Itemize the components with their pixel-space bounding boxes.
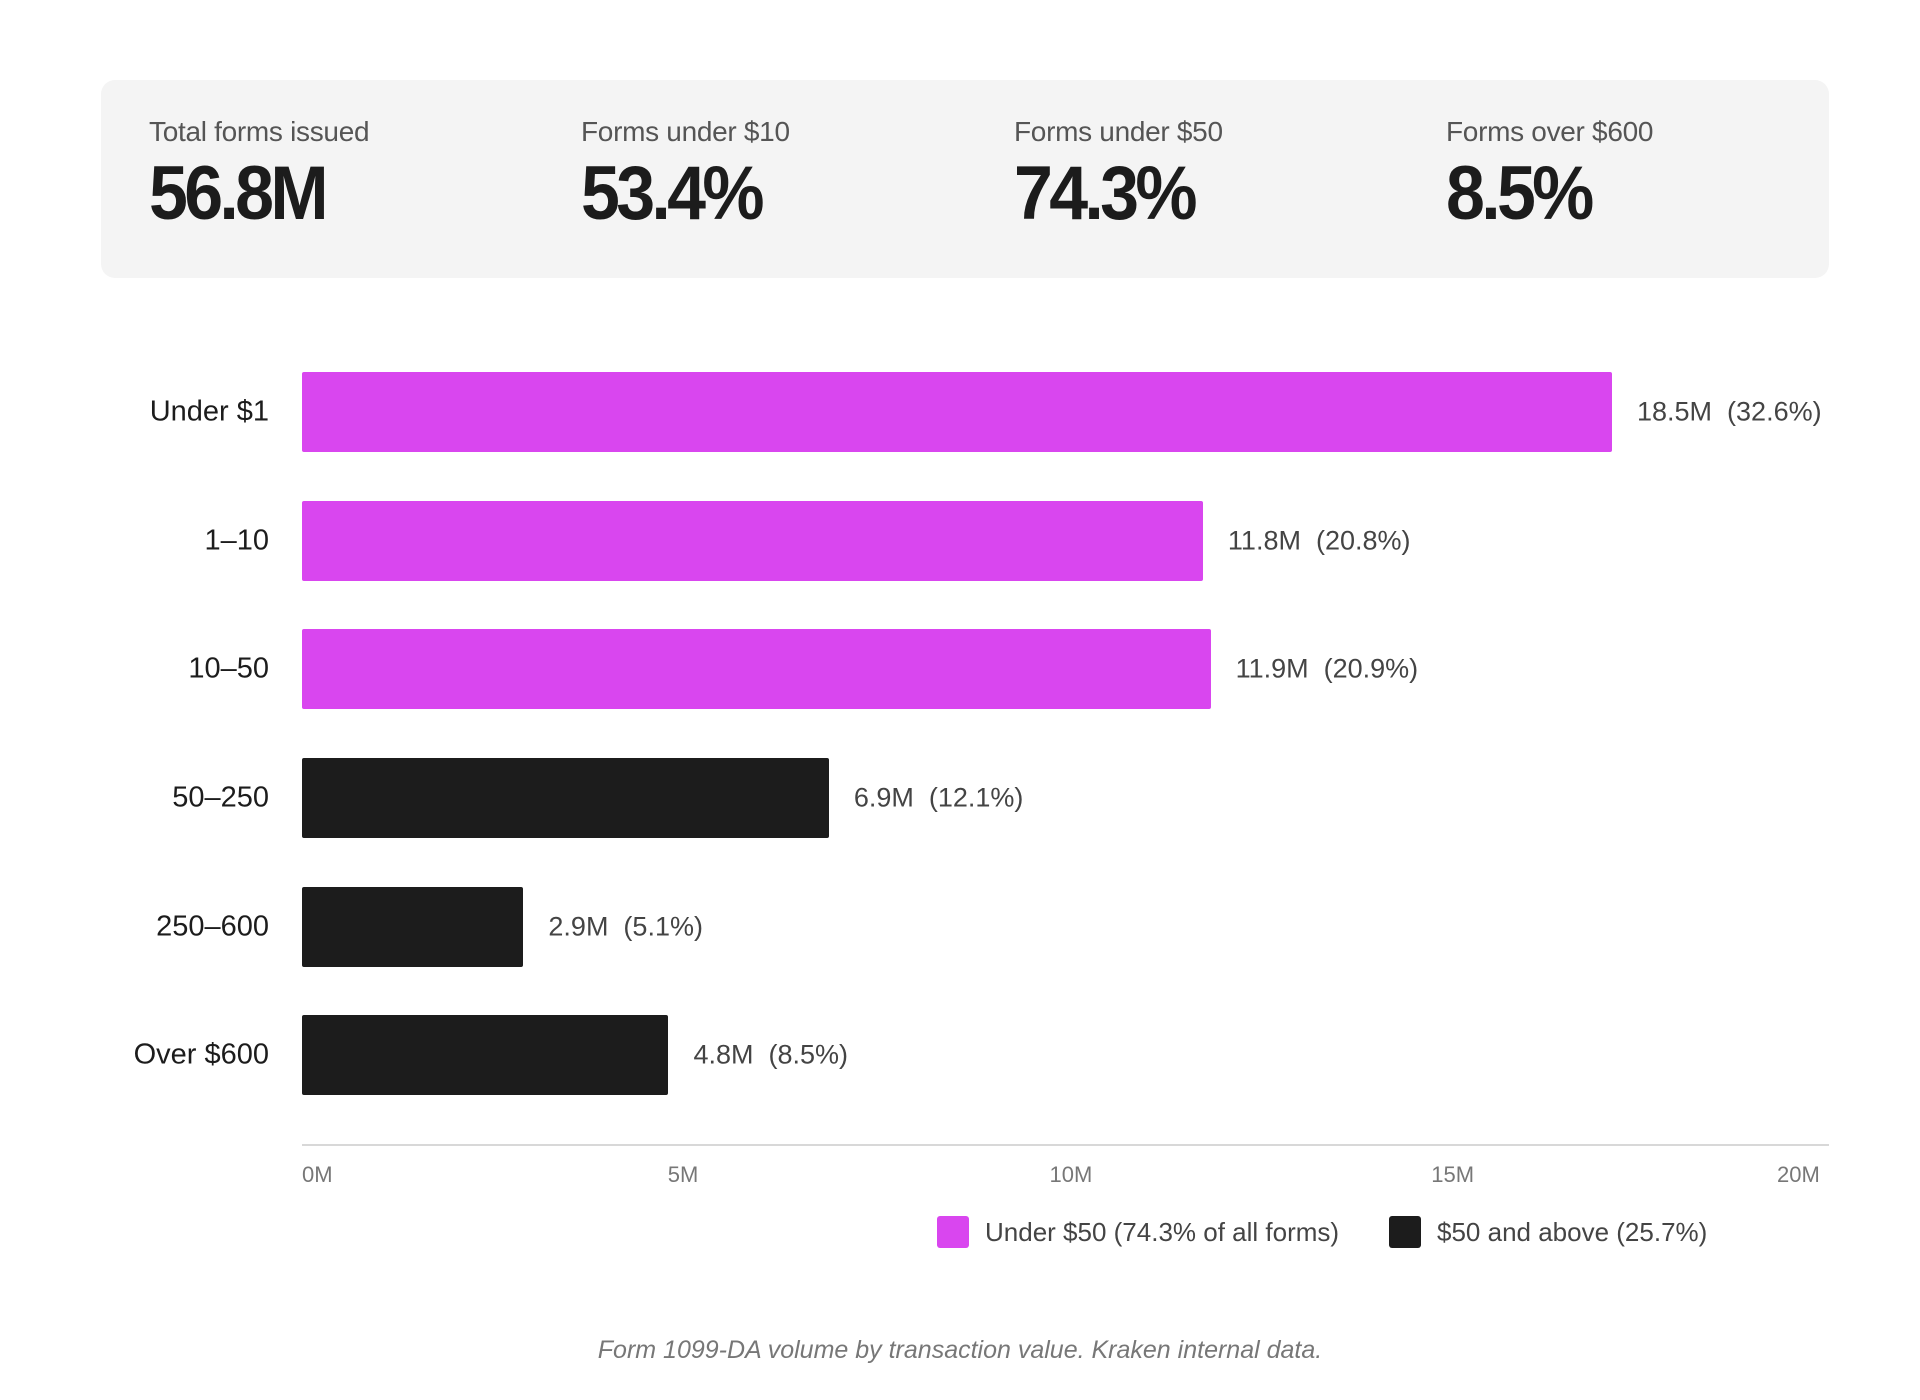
value-label: 6.9M (12.1%) — [853, 782, 1024, 813]
category-label: Over $600 — [133, 1038, 269, 1071]
x-tick-label: 10M — [1049, 1162, 1093, 1187]
x-tick-label: 20M — [1777, 1162, 1820, 1187]
stat-label: Forms under $10 — [581, 116, 790, 147]
x-tick-label: 15M — [1431, 1162, 1475, 1187]
stat-value: 56.8M — [149, 151, 329, 236]
value-label: 2.9M (5.1%) — [548, 911, 703, 942]
category-label: Under $1 — [149, 395, 269, 428]
bar-4 — [302, 758, 829, 838]
legend-swatch-over-50 — [1389, 1216, 1421, 1248]
bar-2 — [302, 501, 1203, 581]
category-label: 10–50 — [188, 652, 269, 685]
x-axis-line — [302, 1144, 1829, 1146]
stat-label: Forms under $50 — [1014, 116, 1223, 147]
stat-label: Total forms issued — [149, 116, 370, 147]
legend-label: Under $50 (74.3% of all forms) — [985, 1216, 1340, 1247]
x-tick-label: 5M — [667, 1162, 699, 1187]
stat-value: 53.4% — [581, 151, 765, 236]
legend-item-over-50: $50 and above (25.7%) — [1389, 1216, 1707, 1248]
legend-swatch-under-50 — [937, 1216, 969, 1248]
chart-caption: Form 1099-DA volume by transaction value… — [597, 1336, 1323, 1364]
x-tick-label: 0M — [302, 1162, 333, 1187]
legend-item-under-50: Under $50 (74.3% of all forms) — [937, 1216, 1339, 1248]
category-label: 50–250 — [172, 781, 269, 814]
bar-1 — [302, 372, 1612, 452]
value-label: 11.9M (20.9%) — [1235, 653, 1419, 684]
stat-under-50: Forms under $50 74.3% — [1014, 116, 1223, 236]
stat-over-600: Forms over $600 8.5% — [1446, 116, 1653, 236]
value-label: 4.8M (8.5%) — [693, 1039, 849, 1070]
value-label: 18.5M (32.6%) — [1637, 396, 1822, 427]
legend-label: $50 and above (25.7%) — [1437, 1216, 1708, 1247]
category-label: 1–10 — [204, 524, 269, 557]
bar-6 — [302, 1015, 669, 1095]
stats-card: Total forms issued 56.8M Forms under $10… — [101, 80, 1829, 278]
bar-5 — [302, 887, 524, 967]
stat-value: 74.3% — [1014, 151, 1198, 236]
stat-total-forms: Total forms issued 56.8M — [149, 116, 370, 236]
bar-3 — [302, 629, 1211, 709]
category-label: 250–600 — [156, 910, 269, 943]
stat-under-10: Forms under $10 53.4% — [581, 116, 790, 236]
value-label: 11.8M (20.8%) — [1227, 525, 1411, 556]
stat-value: 8.5% — [1446, 151, 1594, 236]
stat-label: Forms over $600 — [1446, 116, 1654, 147]
